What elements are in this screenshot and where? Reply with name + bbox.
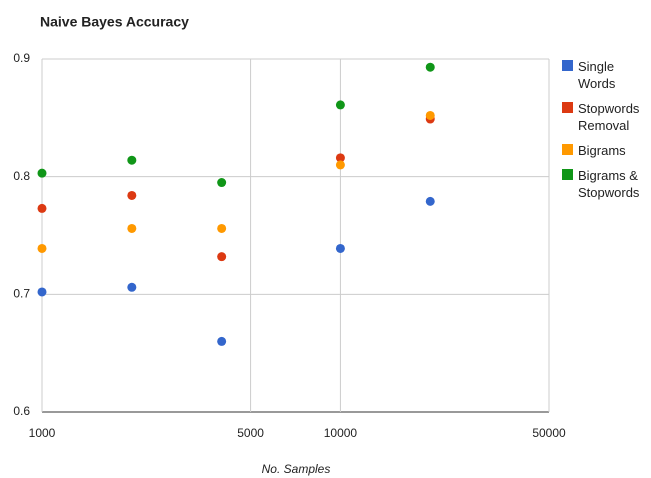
point (217, 178, 227, 188)
point (217, 223, 227, 233)
y-tick-label: 0.8 (13, 169, 30, 183)
point (127, 155, 137, 165)
legend-item: Bigrams (562, 142, 651, 159)
legend-swatch (562, 144, 573, 155)
point (127, 223, 137, 233)
y-tick-label: 0.6 (13, 404, 30, 418)
legend-label: Bigrams (578, 143, 626, 158)
point (217, 252, 227, 262)
x-tick-label: 1000 (29, 426, 56, 440)
point (37, 287, 47, 297)
point (335, 160, 345, 170)
point (37, 168, 47, 178)
legend-swatch (562, 169, 573, 180)
point (335, 153, 345, 163)
point (127, 282, 137, 292)
legend-label: Bigrams & Stopwords (578, 168, 640, 200)
y-tick-label: 0.9 (13, 51, 30, 65)
point (335, 243, 345, 253)
point (335, 100, 345, 110)
legend: Single Words Stopwords Removal Bigrams Bigr… (562, 58, 651, 209)
y-tick-label: 0.7 (13, 287, 30, 301)
legend-label: Stopwords Removal (578, 101, 640, 133)
legend-item: Stopwords Removal (562, 100, 651, 134)
legend-item: Single Words (562, 58, 651, 92)
legend-label: Single Words (578, 59, 616, 91)
point (425, 110, 435, 120)
point (127, 190, 137, 200)
x-axis-label: No. Samples (262, 462, 331, 476)
legend-item: Bigrams & Stopwords (562, 167, 651, 201)
x-tick-label: 50000 (532, 426, 566, 440)
legend-swatch (562, 102, 573, 113)
point (37, 243, 47, 253)
x-tick-label: 5000 (237, 426, 264, 440)
point (217, 336, 227, 346)
legend-swatch (562, 60, 573, 71)
chart-title: Naive Bayes Accuracy (40, 14, 189, 30)
point (37, 203, 47, 213)
point (425, 62, 435, 72)
x-tick-label: 10000 (324, 426, 358, 440)
point (425, 196, 435, 206)
